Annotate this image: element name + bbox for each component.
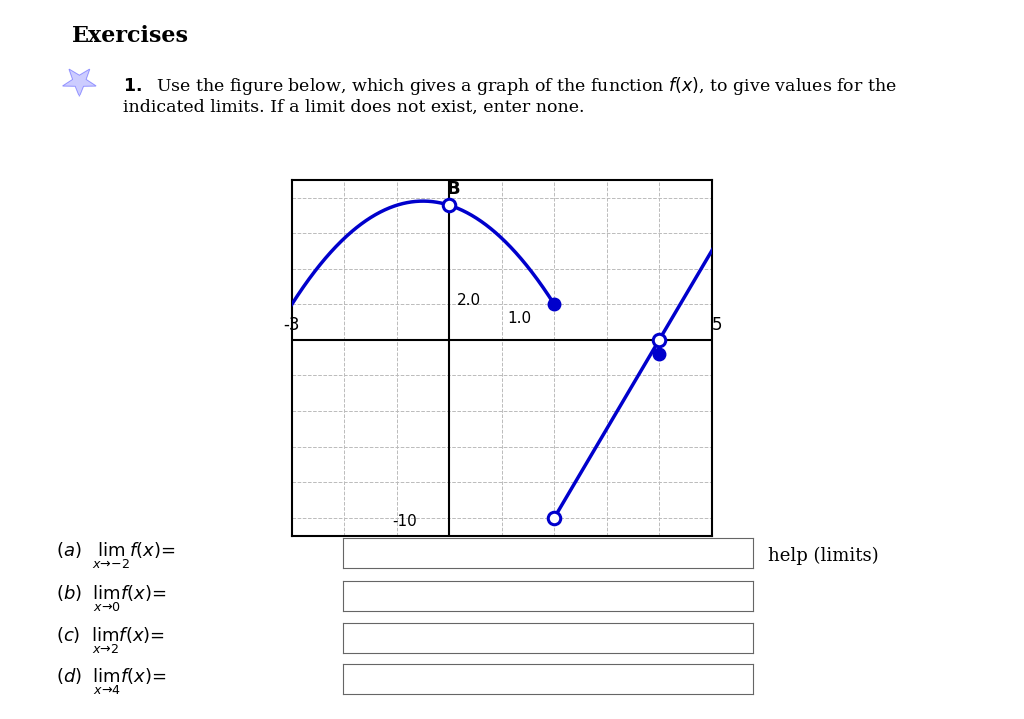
Text: 1.0: 1.0 (507, 311, 531, 326)
Text: $\mathbf{1.}$  Use the figure below, which gives a graph of the function $f(x)$,: $\mathbf{1.}$ Use the figure below, whic… (123, 75, 897, 98)
Text: $(b)$  $\lim_{x \to 0} f(x) =$: $(b)$ $\lim_{x \to 0} f(x) =$ (56, 584, 167, 614)
Text: WeBWork: WeBWork (68, 96, 91, 100)
Text: 5: 5 (712, 316, 722, 334)
Text: -3: -3 (284, 316, 300, 334)
Text: $(c)$  $\lim_{x \to 2} f(x) =$: $(c)$ $\lim_{x \to 2} f(x) =$ (56, 626, 166, 656)
Text: help (limits): help (limits) (768, 546, 879, 565)
Text: Exercises: Exercises (72, 25, 188, 47)
Text: B: B (446, 180, 461, 198)
Polygon shape (62, 69, 96, 96)
Text: $(d)$  $\lim_{x \to 4} f(x) =$: $(d)$ $\lim_{x \to 4} f(x) =$ (56, 667, 167, 697)
Text: $(a)$  $\lim_{x \to -2} f(x) =$: $(a)$ $\lim_{x \to -2} f(x) =$ (56, 541, 175, 571)
Text: indicated limits. If a limit does not exist, enter none.: indicated limits. If a limit does not ex… (123, 99, 585, 116)
Text: 2.0: 2.0 (457, 293, 481, 308)
Text: -10: -10 (392, 514, 417, 529)
